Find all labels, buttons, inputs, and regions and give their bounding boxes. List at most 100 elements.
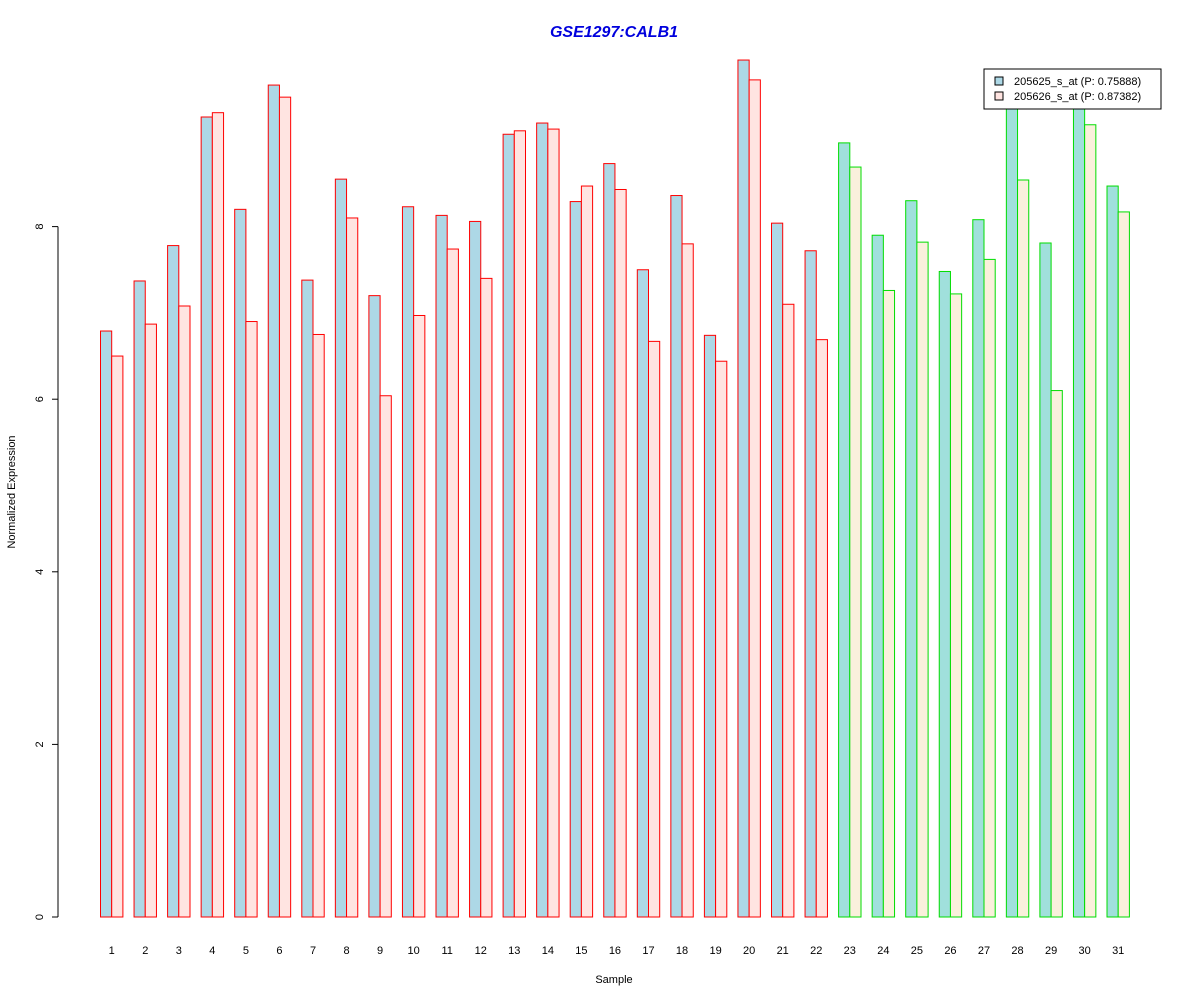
x-tick-label: 10 <box>408 945 420 957</box>
chart-title: GSE1297:CALB1 <box>550 24 678 41</box>
bar-sample-31-series-2 <box>1117 211 1130 918</box>
bar-sample-17-series-1 <box>636 269 649 918</box>
bar-sample-3-series-1 <box>167 245 180 918</box>
x-tick-label: 8 <box>343 945 349 957</box>
bar-sample-1-series-2 <box>111 355 124 918</box>
x-tick-label: 24 <box>877 945 889 957</box>
x-axis-label: Sample <box>595 974 632 986</box>
x-tick-label: 31 <box>1112 945 1124 957</box>
bar-sample-20-series-1 <box>737 59 750 918</box>
bar-sample-23-series-2 <box>849 166 862 918</box>
bar-sample-13-series-1 <box>502 133 515 918</box>
bar-sample-30-series-2 <box>1084 124 1097 918</box>
bar-sample-8-series-1 <box>334 178 348 918</box>
x-tick-label: 4 <box>209 945 215 957</box>
y-axis-label: Normalized Expression <box>6 435 18 548</box>
legend-label-2: 205626_s_at (P: 0.87382) <box>1014 91 1141 103</box>
x-tick-label: 29 <box>1045 945 1057 957</box>
bar-sample-24-series-2 <box>882 289 896 918</box>
bar-sample-18-series-1 <box>670 195 683 918</box>
bar-sample-24-series-1 <box>871 234 884 918</box>
x-tick-labels: 1 2 3 4 5 6 7 8 9 10 11 12 13 14 15 16 17 18 19 20 21 22 23 24 2… <box>109 945 1125 957</box>
bar-sample-15-series-2 <box>580 185 594 918</box>
bar-sample-6-series-2 <box>278 96 292 918</box>
bar-sample-19-series-1 <box>703 334 717 918</box>
bar-sample-25-series-1 <box>905 200 918 918</box>
x-tick-label: 3 <box>176 945 182 957</box>
bars <box>100 59 1130 918</box>
legend: 205625_s_at (P: 0.75888) 205626_s_at (P: … <box>983 68 1162 110</box>
bar-sample-4-series-1 <box>200 116 213 918</box>
bar-sample-4-series-2 <box>211 112 225 918</box>
y-tick-label: 4 <box>34 569 46 575</box>
bar-sample-11-series-1 <box>435 214 448 918</box>
x-tick-label: 14 <box>542 945 554 957</box>
bar-sample-2-series-1 <box>133 280 146 918</box>
x-tick-label: 11 <box>441 945 452 957</box>
y-tick-label: 8 <box>34 224 46 230</box>
bar-sample-23-series-1 <box>838 142 851 918</box>
x-tick-label: 22 <box>810 945 822 957</box>
x-tick-label: 1 <box>109 945 115 957</box>
x-tick-label: 6 <box>276 945 282 957</box>
y-tick-label: 2 <box>34 741 46 747</box>
bar-sample-16-series-1 <box>603 163 616 918</box>
x-tick-label: 7 <box>310 945 316 957</box>
bar-sample-20-series-2 <box>748 79 761 918</box>
bar-sample-26-series-2 <box>949 293 963 918</box>
legend-box <box>983 68 1162 110</box>
bar-sample-9-series-1 <box>368 295 381 918</box>
bar-sample-6-series-1 <box>267 84 280 918</box>
x-tick-label: 16 <box>609 945 621 957</box>
x-tick-label: 17 <box>642 945 654 957</box>
bar-sample-7-series-1 <box>301 279 314 918</box>
x-tick-label: 12 <box>475 945 487 957</box>
x-tick-label: 15 <box>575 945 587 957</box>
bar-sample-22-series-1 <box>804 250 817 918</box>
x-tick-label: 30 <box>1079 945 1091 957</box>
x-tick-label: 20 <box>743 945 755 957</box>
x-tick-label: 5 <box>243 945 249 957</box>
bar-sample-29-series-1 <box>1039 242 1052 918</box>
bar-sample-14-series-1 <box>536 122 549 918</box>
bar-sample-27-series-1 <box>972 219 985 918</box>
bar-sample-16-series-2 <box>614 188 627 918</box>
legend-swatch-2 <box>994 91 1004 101</box>
x-tick-label: 26 <box>944 945 956 957</box>
x-tick-label: 9 <box>377 945 383 957</box>
y-axis: 0 2 4 6 8 <box>34 224 59 920</box>
x-tick-label: 18 <box>676 945 688 957</box>
bar-sample-13-series-2 <box>513 130 526 918</box>
x-tick-label: 19 <box>709 945 721 957</box>
bar-sample-9-series-2 <box>379 395 392 918</box>
bar-sample-12-series-2 <box>480 277 493 918</box>
bar-sample-30-series-1 <box>1072 105 1086 918</box>
bar-sample-10-series-1 <box>401 206 415 918</box>
bar-sample-7-series-2 <box>312 333 325 918</box>
bar-sample-29-series-2 <box>1050 390 1063 918</box>
bar-sample-31-series-1 <box>1106 185 1119 918</box>
bar-sample-18-series-2 <box>681 243 694 918</box>
x-tick-label: 25 <box>911 945 923 957</box>
legend-swatch-1 <box>994 76 1004 86</box>
bar-sample-26-series-1 <box>938 270 951 918</box>
x-tick-label: 27 <box>978 945 990 957</box>
bar-sample-21-series-2 <box>782 303 795 918</box>
y-tick-label: 6 <box>34 396 46 402</box>
bar-sample-2-series-2 <box>144 323 157 918</box>
bar-sample-8-series-2 <box>346 217 359 918</box>
bar-sample-25-series-2 <box>916 241 929 918</box>
bar-sample-1-series-1 <box>100 330 113 918</box>
bar-sample-3-series-2 <box>178 305 191 918</box>
bar-sample-10-series-2 <box>413 314 426 918</box>
bar-sample-28-series-1 <box>1005 105 1019 918</box>
x-tick-label: 23 <box>844 945 856 957</box>
bar-sample-22-series-2 <box>815 339 828 918</box>
bar-sample-15-series-1 <box>569 201 582 918</box>
bar-sample-28-series-2 <box>1017 179 1030 918</box>
bar-sample-27-series-2 <box>983 258 996 918</box>
bar-sample-12-series-1 <box>469 220 482 918</box>
x-tick-label: 28 <box>1011 945 1023 957</box>
x-tick-label: 13 <box>508 945 520 957</box>
